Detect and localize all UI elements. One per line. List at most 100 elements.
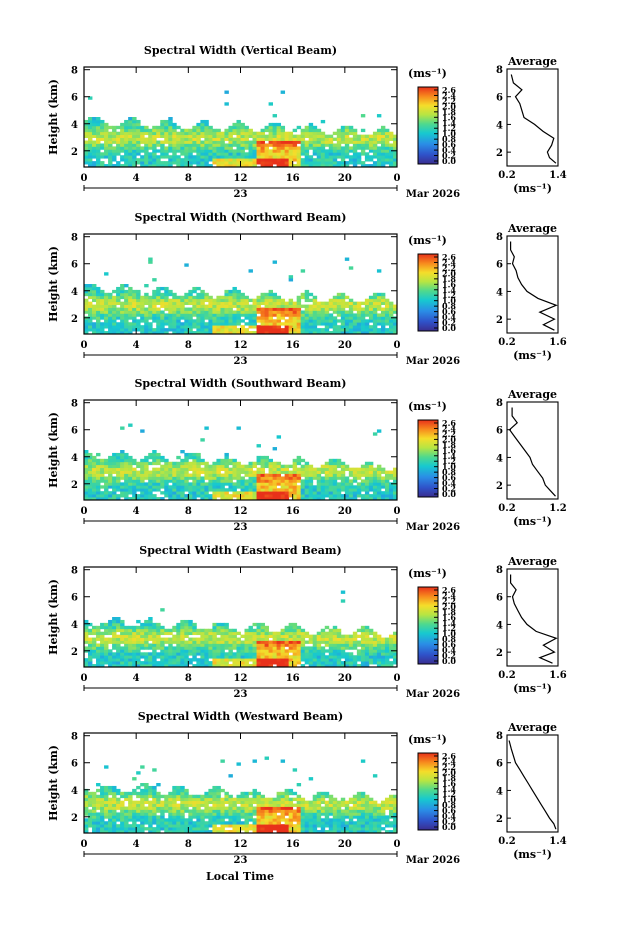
heatmap-cell xyxy=(128,328,133,332)
heatmap-cell xyxy=(320,491,326,495)
heatmap-cell xyxy=(128,794,133,799)
heatmap-cell xyxy=(252,664,257,668)
heatmap-cell xyxy=(160,328,165,332)
heatmap-cell xyxy=(144,812,149,816)
chart-title: Spectral Width (Vertical Beam) xyxy=(144,44,337,57)
heatmap-cell xyxy=(160,824,165,828)
heatmap-cell xyxy=(200,479,205,483)
heatmap-cell xyxy=(360,649,366,653)
heatmap-cell xyxy=(336,161,342,165)
heatmap-cell xyxy=(336,149,342,153)
heatmap-cell xyxy=(180,497,185,501)
heatmap-cell xyxy=(176,806,181,810)
profile-y-tick-label: 2 xyxy=(496,315,503,326)
heatmap-cell xyxy=(276,310,282,314)
heatmap-cell xyxy=(220,661,225,665)
heatmap-cell xyxy=(384,491,390,495)
heatmap-cell xyxy=(296,304,302,308)
heatmap-cell xyxy=(356,470,362,474)
heatmap-cell xyxy=(152,304,157,308)
heatmap-cell xyxy=(280,628,286,633)
heatmap-cells xyxy=(84,90,398,168)
heatmap-cell xyxy=(232,289,237,294)
heatmap-cell xyxy=(380,655,386,659)
heatmap-cell xyxy=(356,473,362,477)
heatmap-cell xyxy=(324,134,330,138)
heatmap-cell xyxy=(324,494,330,498)
heatmap-cell xyxy=(168,328,173,332)
heatmap-cell xyxy=(124,122,129,127)
heatmap-cell xyxy=(92,497,97,501)
heatmap-cell xyxy=(108,328,113,332)
heatmap-cell xyxy=(336,461,342,466)
heatmap-cell xyxy=(284,661,290,665)
heatmap-cell xyxy=(344,316,350,320)
heatmap-cell xyxy=(252,791,257,796)
heatmap-cell xyxy=(308,161,314,165)
heatmap-cell xyxy=(184,149,189,153)
heatmap-cell xyxy=(268,164,274,168)
heatmap-cell xyxy=(276,161,282,165)
heatmap-cell xyxy=(108,491,113,495)
heatmap-cell xyxy=(312,640,318,644)
heatmap-cell xyxy=(268,316,274,320)
heatmap-cell xyxy=(88,134,93,138)
heatmap-cell xyxy=(84,634,89,638)
heatmap-cell xyxy=(300,494,306,498)
heatmap-cell xyxy=(336,634,342,638)
heatmap-cell xyxy=(156,640,161,644)
heatmap-cell xyxy=(164,809,169,813)
heatmap-cell xyxy=(240,467,245,471)
heatmap-cell xyxy=(92,322,97,326)
heatmap-cell xyxy=(192,803,197,807)
heatmap-cell xyxy=(312,149,318,153)
heatmap-cell xyxy=(224,476,229,480)
heatmap-cell xyxy=(120,125,125,130)
heatmap-cell xyxy=(328,298,334,303)
heatmap-cell xyxy=(148,818,153,822)
heatmap-cell xyxy=(216,809,221,813)
heatmap-cell xyxy=(96,625,101,630)
profile-x-tick-label: 0.2 xyxy=(498,670,515,681)
heatmap-cell xyxy=(208,812,213,816)
heatmap-cell xyxy=(196,131,201,136)
heatmap-cell xyxy=(88,452,93,457)
heatmap-cell xyxy=(260,821,265,825)
heatmap-cell xyxy=(84,818,89,822)
heatmap-cell xyxy=(280,328,286,332)
heatmap-cell xyxy=(104,794,109,799)
heatmap-cell xyxy=(172,824,177,828)
heatmap-cell xyxy=(100,485,105,489)
heatmap-cell xyxy=(376,637,382,641)
heatmap-cell xyxy=(392,637,398,641)
heatmap-cell xyxy=(100,664,105,668)
heatmap-cell xyxy=(244,161,249,165)
heatmap-cell xyxy=(92,155,97,159)
heatmap-cell xyxy=(112,319,117,323)
heatmap-cell xyxy=(132,628,137,633)
heatmap-cell xyxy=(228,143,233,147)
heatmap-cell xyxy=(332,146,338,150)
heatmap-cell xyxy=(208,661,213,665)
heatmap-cell xyxy=(284,328,290,332)
heatmap-cell xyxy=(276,497,282,501)
heatmap-cell xyxy=(376,488,382,492)
heatmap-cell xyxy=(100,631,105,636)
heatmap-cell xyxy=(392,322,398,326)
heatmap-cell xyxy=(172,143,177,147)
heatmap-cell xyxy=(88,310,93,314)
heatmap-cell xyxy=(256,809,261,813)
heatmap-cell xyxy=(220,161,225,165)
heatmap-cell xyxy=(280,470,286,474)
heatmap-cell xyxy=(320,164,326,168)
heatmap-cell xyxy=(356,143,362,147)
heatmap-cell xyxy=(372,473,378,477)
heatmap-cell xyxy=(196,658,201,662)
heatmap-cell xyxy=(256,827,261,831)
heatmap-cell xyxy=(288,158,294,162)
heatmap-cell xyxy=(156,646,161,650)
heatmap-cell xyxy=(220,815,225,819)
profile-frame xyxy=(506,568,559,667)
heatmap-cell xyxy=(324,485,330,489)
heatmap-cell xyxy=(268,643,274,647)
